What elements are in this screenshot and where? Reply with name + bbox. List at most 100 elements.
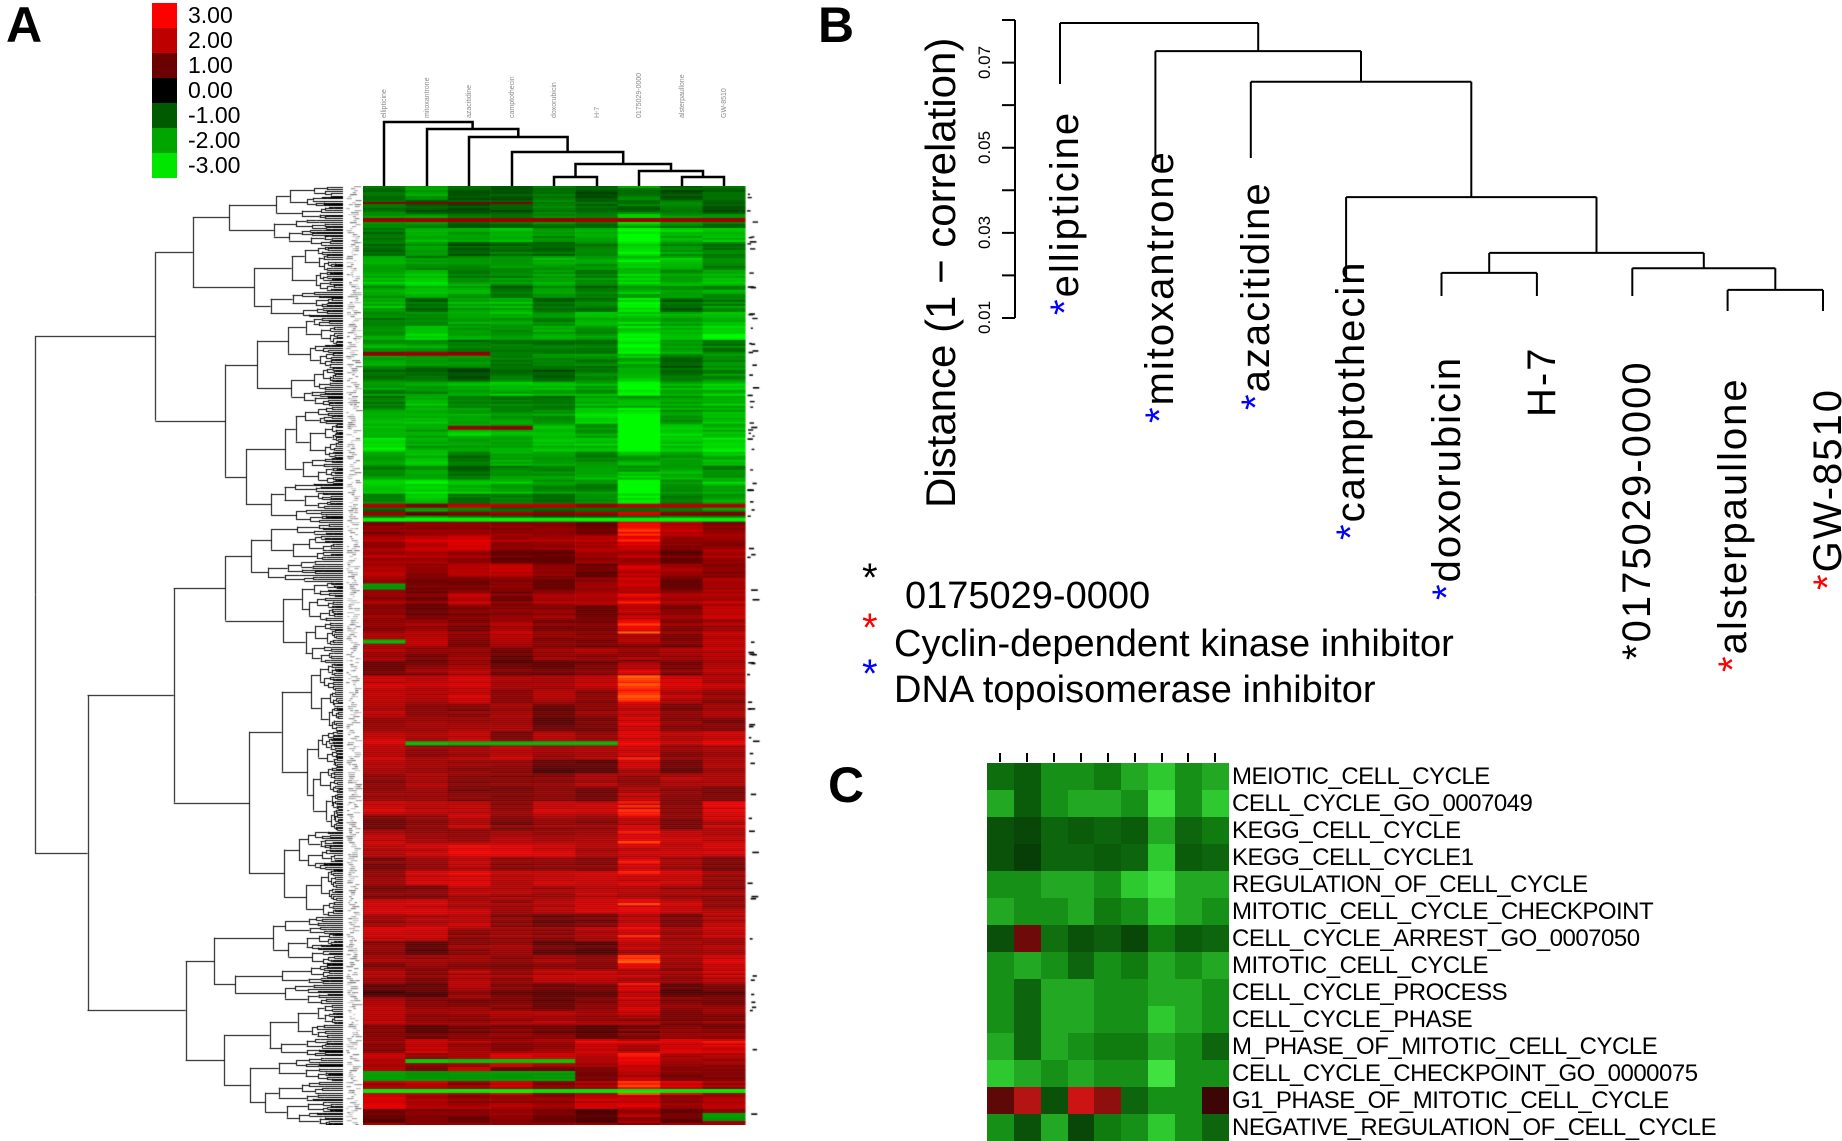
panel-a-column-dendrogram [552, 175, 599, 186]
panel-b-leaf-label: *mitoxantrone [1138, 150, 1183, 423]
panel-c-row-label: CELL_CYCLE_PROCESS [1232, 979, 1508, 1006]
panel-c-heatmap-cell [1148, 763, 1175, 790]
colorbar-segment [152, 103, 177, 128]
panel-c-heatmap-cell [1121, 979, 1149, 1006]
panel-c-heatmap-cell [1121, 1114, 1149, 1141]
panel-c-heatmap-cell [1040, 817, 1068, 844]
panel-c-heatmap-cell [1094, 871, 1122, 898]
panel-c-heatmap-cell [1067, 817, 1095, 844]
panel-c-heatmap-cell [1201, 1033, 1229, 1060]
panel-c-heatmap-cell [1121, 790, 1149, 817]
colorbar-tick-label: -1.00 [188, 102, 241, 128]
panel-c-heatmap-cell [1148, 979, 1175, 1006]
colorbar-segment [152, 128, 177, 153]
panel-c-heatmap-cell [1094, 952, 1122, 979]
panel-b-axis-tick-label: 0.01 [975, 300, 994, 334]
colorbar-segment [152, 53, 177, 78]
panel-c-row-label: G1_PHASE_OF_MITOTIC_CELL_CYCLE [1232, 1087, 1669, 1114]
panel-b-leaf-label: *azacitidine [1233, 181, 1278, 410]
panel-c-row-label: MITOTIC_CELL_CYCLE [1232, 952, 1488, 979]
panel-c-heatmap-cell [1040, 844, 1068, 871]
panel-c-heatmap-cell [987, 1033, 1014, 1060]
leaf-asterisk-blue: * [1043, 297, 1087, 315]
panel-b-leaf-label: *0175029-0000 [1615, 360, 1660, 660]
panel-c-column-tick [1053, 753, 1056, 762]
panel-c-column-tick [1160, 753, 1163, 762]
panel-c-heatmap-cell [1148, 1087, 1175, 1114]
panel-c-heatmap-cell [1040, 952, 1068, 979]
panel-c-heatmap-cell [1121, 1006, 1149, 1033]
leaf-asterisk-red: * [1806, 572, 1842, 590]
panel-c-heatmap-cell [1121, 1033, 1149, 1060]
colorbar-tick-label: -2.00 [188, 127, 241, 153]
panel-c-row-label: CELL_CYCLE_CHECKPOINT_GO_0000075 [1232, 1060, 1698, 1087]
leaf-asterisk-blue: * [1424, 582, 1469, 600]
panel-c-column-tick [999, 753, 1002, 762]
legend-entry-cdk-inhibitor: Cyclin-dependent kinase inhibitor [894, 623, 1454, 665]
panel-c-column-tick [1079, 753, 1082, 762]
colorbar-tick-label: -3.00 [188, 152, 241, 178]
panel-a-row-dendrogram [30, 186, 363, 1125]
panel-b-leaf-label: *alsterpaullone [1710, 377, 1755, 672]
panel-c-heatmap-cell [1201, 871, 1229, 898]
legend-entry-0175029: 0175029-0000 [905, 575, 1151, 617]
panel-a-column-label: H-7 [594, 106, 601, 118]
panel-c-heatmap-cell [1174, 1033, 1202, 1060]
panel-c-heatmap-cell [1067, 1114, 1095, 1141]
panel-c-column-tick [1133, 753, 1136, 762]
panel-c-heatmap-cell [1174, 790, 1202, 817]
panel-c-heatmap-cell [1148, 952, 1175, 979]
panel-c-heatmap-cell [987, 925, 1014, 952]
panel-c-heatmap-cell [1201, 763, 1229, 790]
panel-c-heatmap-cell [1201, 790, 1229, 817]
panel-c-heatmap-cell [1174, 763, 1202, 790]
panel-c-heatmap-cell [1013, 1033, 1041, 1060]
panel-c-heatmap-cell [1013, 952, 1041, 979]
panel-c-heatmap-cell [1040, 979, 1068, 1006]
panel-c-heatmap-cell [1067, 1006, 1095, 1033]
panel-c-heatmap-cell [1094, 817, 1122, 844]
panel-c-heatmap-cell [1174, 925, 1202, 952]
panel-c-heatmap-cell [1121, 1060, 1149, 1087]
panel-c-heatmap-cell [1013, 763, 1041, 790]
panel-c-heatmap-cell [1121, 763, 1149, 790]
panel-b-label: B [818, 0, 855, 53]
panel-c-heatmap-cell [987, 898, 1014, 925]
panel-c-heatmap-cell [987, 1087, 1014, 1114]
panel-c-heatmap-cell [1121, 817, 1149, 844]
panel-c-heatmap-cell [987, 979, 1014, 1006]
colorbar-tick-label: 3.00 [188, 2, 233, 28]
panel-c-heatmap-cell [1094, 1087, 1122, 1114]
panel-c-heatmap-cell [1148, 1060, 1175, 1087]
panel-c-heatmap-cell [1121, 871, 1149, 898]
panel-c-heatmap-cell [1174, 844, 1202, 871]
panel-c-heatmap-cell [1094, 1006, 1122, 1033]
panel-a-column-label: GW-8510 [721, 88, 728, 118]
panel-b-leaf-label: *GW-8510 [1806, 388, 1842, 590]
panel-c-heatmap-cell [1040, 925, 1068, 952]
panel-c-heatmap-cell [1201, 1114, 1229, 1141]
panel-c-heatmap-cell [1121, 925, 1149, 952]
panel-b-leaf-label: *camptothecin [1329, 260, 1374, 541]
panel-a-column-label: ellipticine [381, 89, 388, 118]
panel-c-heatmap [987, 763, 1229, 1141]
panel-c-row-label: CELL_CYCLE_PHASE [1232, 1006, 1473, 1033]
panel-b-leaf-label: H-7 [1519, 346, 1564, 417]
panel-c-heatmap-cell [1174, 871, 1202, 898]
panel-c-heatmap-cell [1148, 871, 1175, 898]
panel-c-heatmap-cell [1201, 952, 1229, 979]
panel-c-heatmap-cell [1201, 817, 1229, 844]
colorbar-segment [152, 3, 177, 28]
panel-a-column-dendrogram [382, 120, 474, 186]
colorbar-tick-label: 2.00 [188, 27, 233, 53]
panel-c-heatmap-cell [1013, 925, 1041, 952]
colorbar-segment [152, 153, 177, 178]
panel-c-heatmap-cell [1067, 898, 1095, 925]
panel-c-row-label: M_PHASE_OF_MITOTIC_CELL_CYCLE [1232, 1033, 1658, 1060]
panel-c-heatmap-cell [1094, 925, 1122, 952]
panel-c-heatmap-cell [987, 952, 1014, 979]
panel-b-axis-tick-label: 0.03 [975, 215, 994, 249]
panel-c-heatmap-cell [1013, 790, 1041, 817]
leaf-asterisk-blue: * [1138, 405, 1183, 423]
panel-c-heatmap-cell [1013, 871, 1041, 898]
